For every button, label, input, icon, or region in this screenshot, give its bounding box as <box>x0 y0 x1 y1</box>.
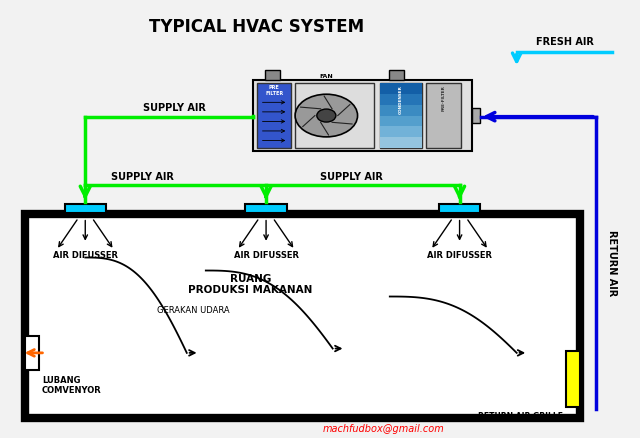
Text: machfudbox@gmail.com: machfudbox@gmail.com <box>323 423 444 433</box>
Text: TYPICAL HVAC SYSTEM: TYPICAL HVAC SYSTEM <box>149 18 364 35</box>
Bar <box>257 84 291 148</box>
Circle shape <box>295 95 358 138</box>
Bar <box>380 117 422 127</box>
Text: CONDENSER: CONDENSER <box>399 85 403 113</box>
Bar <box>25 336 39 371</box>
Bar <box>566 351 580 407</box>
Bar <box>265 71 280 81</box>
Bar <box>246 204 287 214</box>
Text: GERAKAN UDARA: GERAKAN UDARA <box>157 305 229 314</box>
Text: RETURN AIR GRILLE: RETURN AIR GRILLE <box>478 411 563 420</box>
Text: FRESH AIR: FRESH AIR <box>536 37 593 47</box>
Bar <box>253 81 472 152</box>
Bar <box>380 138 422 148</box>
Text: SUPPLY AIR: SUPPLY AIR <box>143 103 205 113</box>
Text: LUBANG
COMVENYOR: LUBANG COMVENYOR <box>42 374 102 394</box>
Text: AIR DIFUSSER: AIR DIFUSSER <box>234 251 299 260</box>
Bar <box>380 84 422 148</box>
Bar <box>65 204 106 214</box>
Text: RUANG
PRODUKSI MAKANAN: RUANG PRODUKSI MAKANAN <box>188 273 312 295</box>
Text: PRE
FILTER: PRE FILTER <box>265 85 284 96</box>
Bar <box>294 84 374 148</box>
Bar <box>380 84 422 95</box>
Text: PRE-FILTER: PRE-FILTER <box>442 85 445 111</box>
Text: AIR DIFUSSER: AIR DIFUSSER <box>427 251 492 260</box>
Circle shape <box>317 110 336 123</box>
Text: SUPPLY AIR: SUPPLY AIR <box>320 172 383 182</box>
Bar <box>380 127 422 138</box>
Bar <box>380 106 422 117</box>
Bar <box>25 215 580 418</box>
Bar <box>380 95 422 106</box>
Text: RETURN AIR: RETURN AIR <box>607 229 617 295</box>
Text: SUPPLY AIR: SUPPLY AIR <box>111 172 174 182</box>
Bar <box>472 109 480 124</box>
Text: AIR DIFUSSER: AIR DIFUSSER <box>52 251 118 260</box>
Bar <box>439 204 480 214</box>
Bar <box>388 71 404 81</box>
Bar <box>426 84 461 148</box>
Text: FAN: FAN <box>319 74 333 78</box>
